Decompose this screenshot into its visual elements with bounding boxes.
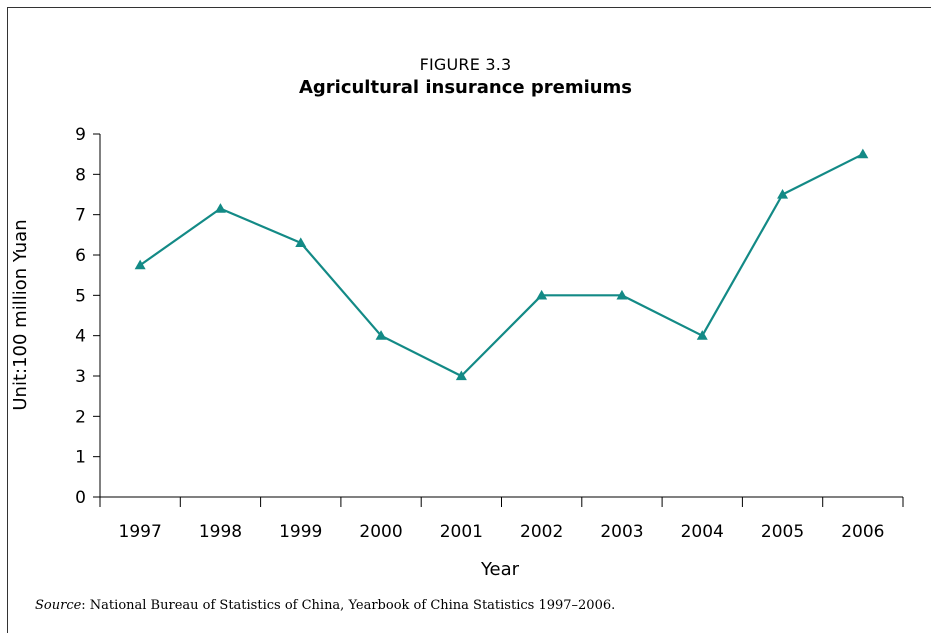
y-tick-label: 5 [75, 286, 86, 306]
source-text: : National Bureau of Statistics of China… [81, 598, 616, 613]
x-axis-label: Year [480, 559, 520, 580]
data-point-marker [616, 289, 628, 300]
y-tick-label: 9 [75, 125, 86, 145]
data-point-marker [214, 203, 226, 213]
x-tick-label: 2005 [761, 522, 804, 542]
x-tick-label: 2001 [440, 522, 483, 542]
y-tick-label: 0 [75, 488, 86, 508]
data-point-marker [696, 330, 708, 340]
source-note: Source: National Bureau of Statistics of… [35, 598, 615, 613]
x-tick-label: 1999 [279, 522, 322, 542]
x-tick-label: 1997 [119, 522, 162, 542]
y-tick-label: 6 [75, 246, 86, 266]
data-point-marker [777, 189, 789, 199]
series-line [139, 153, 864, 378]
data-point-marker [857, 148, 869, 159]
y-axis-label: Unit:100 million Yuan [10, 219, 31, 410]
y-tick-label: 3 [75, 367, 86, 387]
data-point-marker [536, 289, 548, 300]
y-axis-ticks: 0 1 2 3 4 5 6 7 8 9 [75, 125, 100, 508]
series-group [134, 148, 869, 381]
x-tick-label: 2003 [600, 522, 643, 542]
y-tick-label: 8 [75, 165, 86, 185]
data-point-marker [295, 237, 307, 248]
x-tick-label: 2006 [841, 522, 884, 542]
x-tick-label: 2002 [520, 522, 563, 542]
data-point-marker [134, 259, 146, 270]
source-prefix: Source [35, 598, 82, 613]
y-tick-label: 7 [75, 206, 86, 226]
data-point-marker [455, 370, 467, 381]
axes [99, 134, 903, 498]
data-point-marker [375, 330, 387, 340]
x-tick-label: 2004 [681, 522, 724, 542]
y-tick-label: 4 [75, 327, 86, 347]
x-tick-label: 1998 [199, 522, 242, 542]
x-tick-label: 2000 [359, 522, 402, 542]
figure-frame [7, 7, 931, 633]
chart-title: Agricultural insurance premiums [298, 77, 633, 98]
figure-label: FIGURE 3.3 [419, 55, 512, 74]
x-axis-ticks: 1997 1998 1999 2000 2001 2002 2003 2004 2005 2006 [99, 497, 904, 542]
y-tick-label: 2 [75, 407, 86, 427]
y-tick-label: 1 [75, 448, 86, 468]
